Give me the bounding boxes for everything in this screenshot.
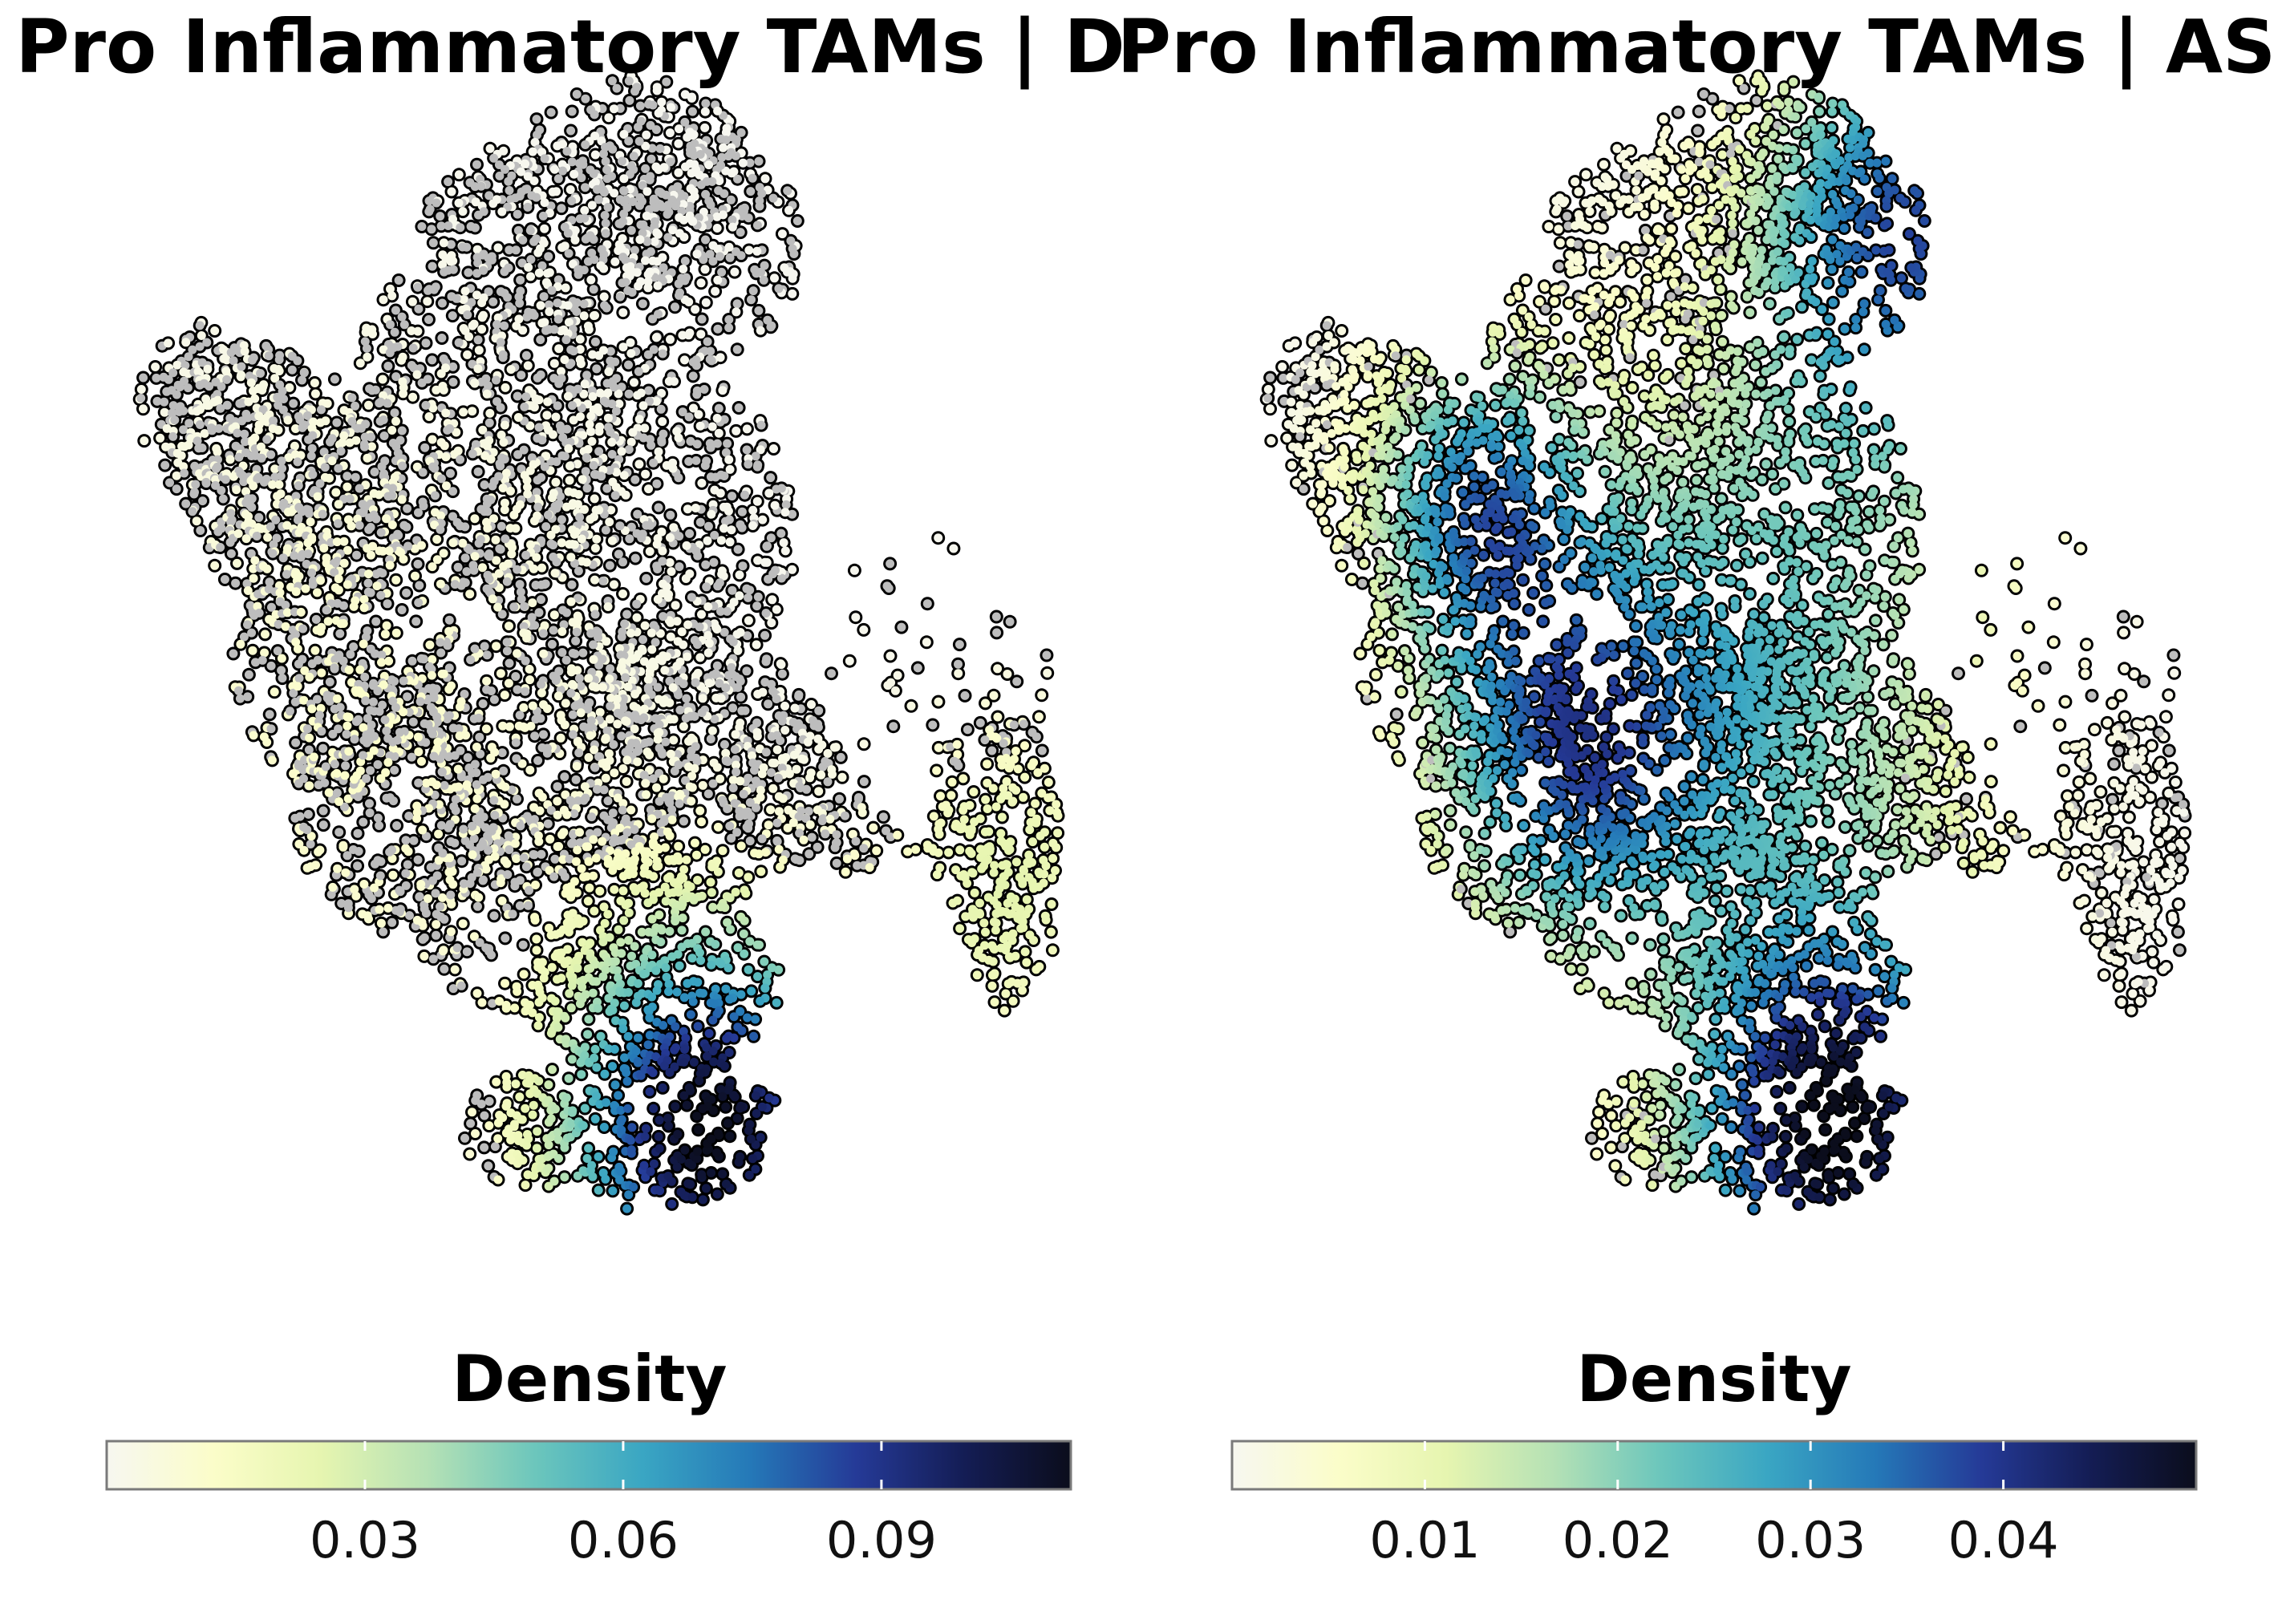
panel-left: Density 0.03 0.06 0.09 Pro Inflammatory TA… [15,4,1125,1569]
scatter-points-left [132,69,1065,1216]
